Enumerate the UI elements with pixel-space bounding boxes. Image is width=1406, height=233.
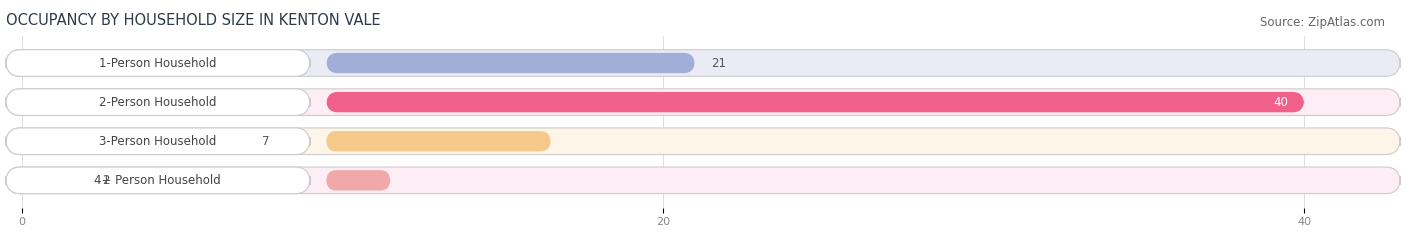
FancyBboxPatch shape: [6, 167, 1400, 194]
Text: 21: 21: [711, 57, 725, 69]
FancyBboxPatch shape: [6, 89, 311, 115]
FancyBboxPatch shape: [6, 89, 1400, 115]
FancyBboxPatch shape: [6, 128, 1400, 154]
Text: 4+ Person Household: 4+ Person Household: [94, 174, 221, 187]
FancyBboxPatch shape: [326, 92, 1305, 112]
Text: 3-Person Household: 3-Person Household: [100, 135, 217, 148]
Text: 40: 40: [1274, 96, 1288, 109]
FancyBboxPatch shape: [6, 50, 311, 76]
FancyBboxPatch shape: [326, 131, 551, 151]
FancyBboxPatch shape: [326, 170, 391, 191]
Text: 2: 2: [101, 174, 110, 187]
Text: 7: 7: [262, 135, 270, 148]
Text: Source: ZipAtlas.com: Source: ZipAtlas.com: [1260, 16, 1385, 29]
FancyBboxPatch shape: [326, 53, 695, 73]
FancyBboxPatch shape: [6, 167, 311, 194]
FancyBboxPatch shape: [6, 50, 1400, 76]
Text: OCCUPANCY BY HOUSEHOLD SIZE IN KENTON VALE: OCCUPANCY BY HOUSEHOLD SIZE IN KENTON VA…: [6, 13, 380, 27]
FancyBboxPatch shape: [6, 128, 311, 154]
Text: 2-Person Household: 2-Person Household: [98, 96, 217, 109]
Text: 1-Person Household: 1-Person Household: [98, 57, 217, 69]
